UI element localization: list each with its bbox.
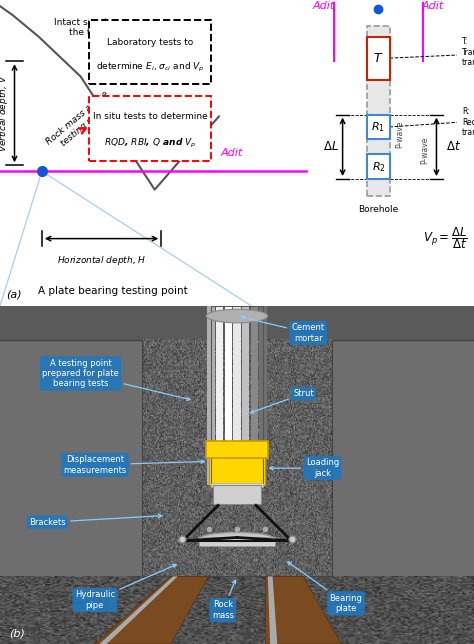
Bar <box>206 441 268 458</box>
Bar <box>209 457 265 485</box>
Text: $R_2$: $R_2$ <box>372 160 385 174</box>
Text: Bearing
plate: Bearing plate <box>288 562 363 613</box>
Polygon shape <box>142 340 332 576</box>
Bar <box>211 306 263 485</box>
Polygon shape <box>332 340 474 644</box>
Bar <box>251 306 258 485</box>
Bar <box>225 306 232 485</box>
Polygon shape <box>0 576 474 644</box>
Bar <box>199 538 275 546</box>
Text: Intact specimens  near
the testing point: Intact specimens near the testing point <box>55 18 158 37</box>
Text: (a): (a) <box>7 290 22 300</box>
Text: Strut: Strut <box>250 390 314 413</box>
Text: $T$: $T$ <box>373 52 383 64</box>
Text: Cement
mortar: Cement mortar <box>241 316 325 343</box>
Text: $V_p = \dfrac{\Delta L}{\Delta t}$: $V_p = \dfrac{\Delta L}{\Delta t}$ <box>423 226 467 251</box>
Ellipse shape <box>199 533 275 546</box>
Bar <box>367 37 390 80</box>
Polygon shape <box>0 340 142 644</box>
Polygon shape <box>268 576 277 644</box>
Text: Brackets: Brackets <box>29 515 162 527</box>
Bar <box>211 484 263 487</box>
Text: In situ tests to determine: In situ tests to determine <box>92 112 207 120</box>
Bar <box>367 26 390 196</box>
Polygon shape <box>95 576 209 644</box>
FancyBboxPatch shape <box>89 20 211 84</box>
Text: P-wave: P-wave <box>395 121 404 148</box>
Polygon shape <box>0 306 474 340</box>
Text: Laboratory tests to: Laboratory tests to <box>107 39 193 47</box>
Text: Adit: Adit <box>221 148 243 158</box>
Text: Adit: Adit <box>422 1 444 11</box>
FancyBboxPatch shape <box>89 97 211 160</box>
Text: $\Delta L$: $\Delta L$ <box>323 140 338 153</box>
Text: $\Delta t$: $\Delta t$ <box>446 140 461 153</box>
Text: Adit: Adit <box>313 1 335 11</box>
Text: R:
Receiving
transducer: R: Receiving transducer <box>462 108 474 137</box>
Text: Displacement
measurements: Displacement measurements <box>63 455 204 475</box>
Text: A testing point
prepared for plate
bearing tests: A testing point prepared for plate beari… <box>42 359 190 401</box>
Text: Vertical depth, $V$: Vertical depth, $V$ <box>0 74 10 152</box>
Text: Hydraulic
pipe: Hydraulic pipe <box>75 564 176 610</box>
Text: A plate bearing testing point: A plate bearing testing point <box>38 286 188 296</box>
Bar <box>367 155 390 179</box>
Text: $R_1$: $R_1$ <box>372 120 385 134</box>
Text: determine $E_i$, $\sigma_{ci}$ and $V_p$: determine $E_i$, $\sigma_{ci}$ and $V_p$ <box>96 61 204 74</box>
Text: Loading
jack: Loading jack <box>270 459 339 478</box>
Bar <box>259 306 267 485</box>
Text: Borehole: Borehole <box>358 205 399 214</box>
Bar <box>242 306 249 485</box>
Text: T:
Transmitting
transducer: T: Transmitting transducer <box>462 37 474 67</box>
Ellipse shape <box>206 309 268 323</box>
Bar <box>213 485 261 504</box>
Polygon shape <box>265 576 341 644</box>
Text: Rock mass at the
testing point: Rock mass at the testing point <box>45 90 117 155</box>
Text: Horizontal depth, $H$: Horizontal depth, $H$ <box>57 254 146 267</box>
Bar <box>367 115 390 139</box>
Bar <box>216 306 223 485</box>
Text: (b): (b) <box>9 629 25 639</box>
Text: $RQD$, $RBI$, $Q$ and $V_p$: $RQD$, $RBI$, $Q$ and $V_p$ <box>103 137 196 150</box>
Bar <box>207 306 215 485</box>
Text: Rock
mass: Rock mass <box>212 580 236 620</box>
Polygon shape <box>100 576 178 644</box>
Text: P-wave: P-wave <box>420 136 429 164</box>
Bar <box>233 306 241 485</box>
